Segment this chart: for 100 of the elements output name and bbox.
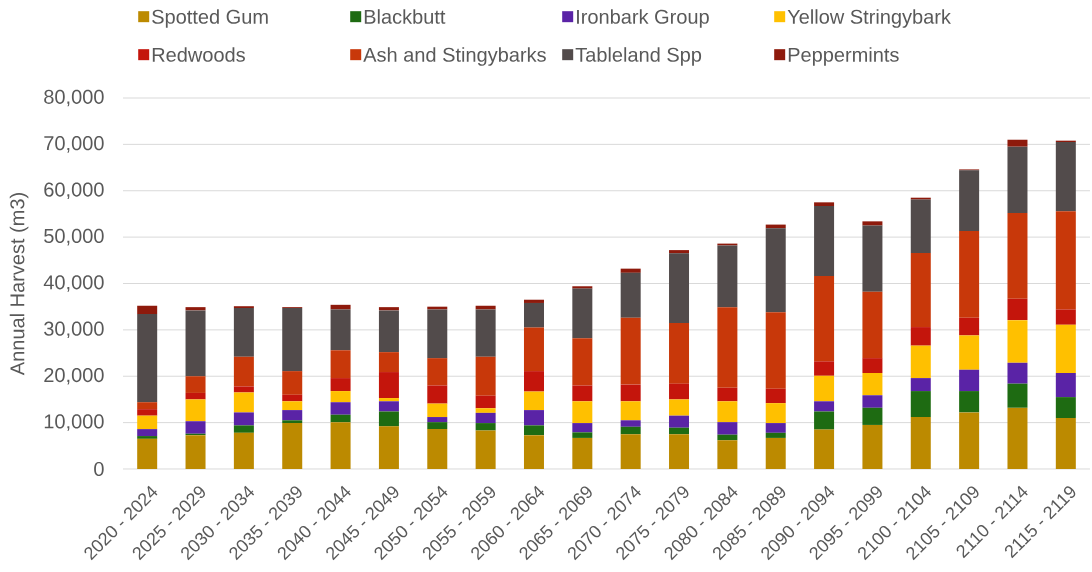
bar [669, 383, 690, 400]
bar [669, 250, 690, 254]
bar [1007, 139, 1028, 147]
bar [814, 276, 835, 362]
bar [233, 356, 254, 387]
bar [523, 391, 544, 411]
bar [427, 403, 448, 418]
bar [185, 421, 206, 434]
y-tick-label: 10,000 [44, 414, 104, 431]
bar [910, 417, 931, 469]
bar [475, 309, 496, 357]
bar [233, 425, 254, 433]
bar [185, 392, 206, 400]
bar [330, 391, 351, 403]
bar [910, 327, 931, 346]
bar [910, 199, 931, 253]
bar [1055, 397, 1076, 418]
bar [378, 401, 399, 412]
bar [765, 388, 786, 404]
bar [233, 308, 254, 357]
bar [669, 434, 690, 469]
bar [620, 434, 641, 469]
legend-label: Peppermints [788, 47, 899, 66]
bar [620, 384, 641, 402]
bar [523, 299, 544, 303]
bar [330, 350, 351, 379]
bar [572, 437, 593, 469]
bar [572, 423, 593, 433]
bar [669, 253, 690, 323]
bar [330, 422, 351, 469]
bar [475, 356, 496, 396]
bar [862, 225, 883, 292]
bar [572, 286, 593, 289]
y-tick-label: 80,000 [44, 89, 104, 107]
bar [378, 411, 399, 427]
bar [282, 394, 303, 402]
bar [959, 317, 980, 336]
bar [282, 410, 303, 421]
bar [959, 412, 980, 469]
bar [137, 314, 158, 403]
bar [910, 378, 931, 392]
bar [862, 372, 883, 396]
bar [523, 302, 544, 328]
bar [814, 411, 835, 430]
bar [572, 401, 593, 424]
bar [137, 305, 158, 315]
bar [378, 398, 399, 402]
bar [765, 437, 786, 469]
bar [765, 423, 786, 433]
bar [910, 252, 931, 328]
bar [378, 307, 399, 311]
bar [620, 426, 641, 435]
bar [475, 395, 496, 409]
y-tick-label: 0 [94, 461, 104, 477]
bar [765, 228, 786, 313]
bar [669, 322, 690, 384]
bar [910, 345, 931, 379]
bar [620, 420, 641, 427]
y-tick-label: 60,000 [44, 182, 104, 199]
bar [475, 408, 496, 413]
bar [523, 425, 544, 436]
bar [1055, 211, 1076, 310]
bar [1007, 146, 1028, 213]
bar [1007, 320, 1028, 363]
bar [572, 338, 593, 386]
bar [137, 415, 158, 430]
bar [669, 415, 690, 428]
bar [1007, 383, 1028, 408]
bar [620, 272, 641, 318]
bar [137, 436, 158, 439]
bar [1055, 417, 1076, 469]
bar [862, 291, 883, 359]
bar [765, 312, 786, 389]
bar [572, 432, 593, 438]
bar [814, 429, 835, 469]
bar [572, 385, 593, 402]
bar [427, 422, 448, 430]
bar [959, 231, 980, 318]
bar [717, 401, 738, 423]
bar [185, 435, 206, 469]
bar [137, 409, 158, 416]
bar [862, 358, 883, 373]
bar [620, 317, 641, 385]
bar [620, 268, 641, 273]
bar [185, 399, 206, 422]
bar [185, 310, 206, 377]
bar [282, 420, 303, 424]
bar [427, 417, 448, 423]
bar [814, 202, 835, 207]
bar [233, 392, 254, 413]
legend-label: Yellow Stringybark [787, 9, 951, 28]
bar [475, 423, 496, 431]
bar [1055, 324, 1076, 373]
bar [717, 245, 738, 308]
bar [137, 429, 158, 437]
y-tick-label: 50,000 [44, 228, 104, 246]
bar [427, 358, 448, 386]
legend-label: Blackbutt [364, 9, 446, 24]
bar [330, 414, 351, 423]
bar [765, 432, 786, 438]
